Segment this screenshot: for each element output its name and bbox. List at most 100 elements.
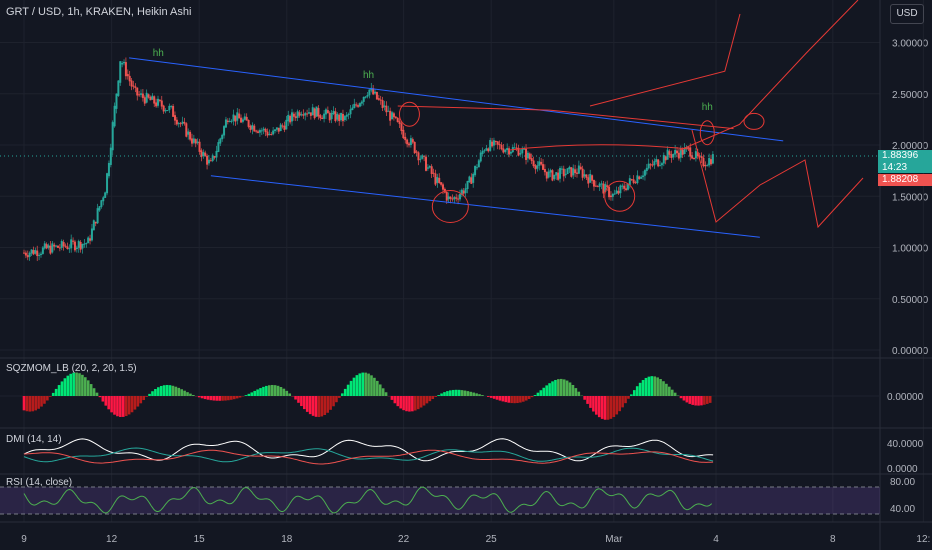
sqzmom-bar [279,387,283,396]
dmi-label[interactable]: DMI (14, 14) [6,434,62,445]
candle-body [77,240,80,248]
candle-body [362,96,365,102]
candle-body [64,245,67,247]
sqzmom-bar [37,396,40,409]
candle-body [379,99,382,101]
candle-body [445,192,448,201]
sqzmom-bar [358,373,362,396]
candle-body [457,198,460,200]
sqzmom-bar [673,392,677,396]
candle-body [575,172,578,174]
sqzmom-bar [238,396,242,398]
candle-body [436,177,439,183]
candle-body [45,244,48,249]
candle-body [460,189,463,195]
candle-body [672,153,675,158]
candle-body [109,147,112,165]
sqzmom-bar [606,396,610,420]
candle-body [96,208,99,224]
candle-body [204,152,207,157]
candle-body [462,190,465,194]
candle-body [411,139,414,143]
sqzmom-bar [282,388,286,396]
sqzmom-bar [705,396,709,404]
candle-body [659,165,662,167]
sqzmom-bar [329,396,332,410]
currency-button[interactable]: USD [890,4,924,24]
candle-body [326,110,329,114]
candle-body [55,245,58,247]
candle-body [438,177,441,183]
sqzmom-bar [206,396,210,400]
candle-body [75,247,78,250]
sqzmom-bar [694,396,697,406]
candle-body [251,125,254,130]
candle-body [334,111,337,122]
candle-body [147,94,150,98]
sqzmom-bar [475,393,478,396]
candle-body [647,163,650,169]
candle-body [615,190,618,194]
candle-body [432,172,435,174]
x-tick-label: 15 [194,534,206,545]
sqzmom-bar [51,392,55,396]
x-tick-label: 4 [713,534,719,545]
y-tick-label: 0.50000 [892,295,929,306]
sqzmom-bar [221,396,224,401]
resistance-drawing [397,105,734,130]
sqzmom-bar [197,396,201,398]
sqzmom-bar [305,396,309,412]
candle-body [547,171,550,178]
low-price-tag: 1.88208 [878,174,932,186]
candle-body [70,239,73,249]
candle-body [628,178,631,185]
candle-body [340,112,343,121]
candle-body [545,171,548,179]
sqzmom-bar [265,385,268,396]
x-tick-label: 22 [398,534,410,545]
sqzmom-bar [168,385,172,396]
candle-body [262,128,265,131]
sqzmom-bar [294,396,297,400]
sqzmom-bar [130,396,134,413]
sqzmom-bar [486,396,490,397]
candle-body [400,123,403,132]
candle-body [143,97,146,104]
candle-body [360,101,363,104]
candle-body [132,85,135,87]
candle-body [543,169,546,173]
sqzmom-bar [253,390,256,396]
rsi-label[interactable]: RSI (14, close) [6,477,73,488]
candle-body [98,206,101,211]
candle-body [613,193,616,195]
candle-body [39,253,42,255]
candle-body [521,148,524,154]
symbol-title[interactable]: GRT / USD, 1h, KRAKEN, Heikin Ashi [6,6,192,18]
sqzmom-bar [183,390,186,396]
sqzmom-bar [326,396,329,413]
sqzmom-bar [370,375,373,396]
sqzmom-bar [659,379,662,396]
candle-body [681,149,684,155]
candle-body [113,105,116,127]
candle-body [272,130,275,135]
candle-body [623,185,626,189]
candle-body [155,102,158,107]
candle-body [391,112,394,120]
candle-body [519,153,522,155]
candle-body [560,168,563,170]
candle-body [683,147,686,155]
candle-body [498,144,501,146]
candle-body [708,158,711,166]
candle-body [311,107,314,116]
sqzmom-bar [685,396,689,403]
sqzmom-label[interactable]: SQZMOM_LB (20, 2, 20, 1.5) [6,363,137,374]
candle-body [357,105,360,107]
candle-body [415,151,418,153]
candle-body [232,114,235,121]
sqzmom-bar [635,386,639,396]
sqzmom-bar [402,396,405,411]
candle-body [489,140,492,151]
candle-body [643,170,646,176]
